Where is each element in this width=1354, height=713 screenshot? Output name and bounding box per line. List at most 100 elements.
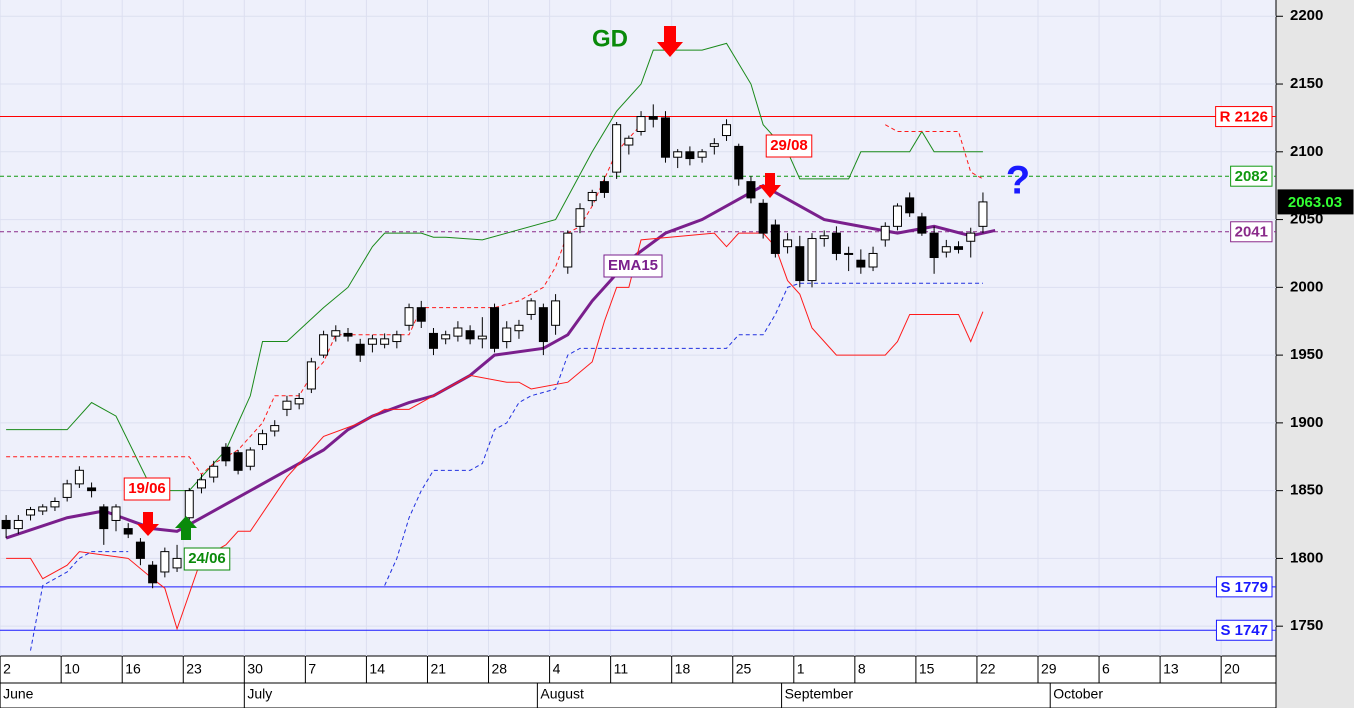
x-tick-label: 22 — [980, 661, 996, 677]
y-tick-label: 1750 — [1290, 617, 1323, 634]
candle-body — [221, 446, 231, 462]
last-price-box — [1277, 189, 1354, 215]
candle-body — [38, 506, 48, 512]
month-label: July — [247, 686, 272, 702]
x-tick-label: 6 — [1102, 661, 1110, 677]
last-price-label: 2063.03 — [1288, 194, 1342, 211]
sell-arrow — [137, 512, 159, 536]
candle-body — [13, 519, 23, 530]
candle-body — [599, 181, 609, 193]
level-label: S 1779 — [1220, 579, 1268, 596]
x-tick-label: 10 — [64, 661, 80, 677]
candle-body — [612, 124, 622, 173]
candle-body — [978, 201, 988, 227]
level-label-box — [1215, 619, 1273, 641]
candle-body — [587, 191, 597, 202]
candle-body — [319, 334, 329, 356]
annotation: ? — [1006, 159, 1030, 203]
candle-body — [1, 519, 11, 530]
candle-body — [770, 224, 780, 254]
level-label: 2082 — [1235, 168, 1268, 185]
annotation: 24/06 — [188, 550, 226, 567]
candle-body — [258, 433, 268, 446]
candle-body — [551, 300, 561, 326]
annotation: 29/08 — [770, 137, 808, 154]
y-tick-label: 2000 — [1290, 278, 1323, 295]
candle-body — [868, 252, 878, 268]
annotation: GD — [592, 25, 628, 52]
candle-body — [367, 338, 377, 345]
indicator-line — [6, 42, 983, 492]
candle-body — [746, 181, 756, 199]
candle-body — [856, 259, 866, 268]
candle-body — [526, 300, 536, 315]
candle-body — [722, 124, 732, 137]
x-tick-label: 13 — [1163, 661, 1179, 677]
candle-body — [734, 145, 744, 180]
candle-body — [99, 506, 109, 530]
candle-body — [50, 500, 60, 508]
x-tick-label: 25 — [736, 661, 752, 677]
x-tick-label: 1 — [797, 661, 805, 677]
x-tick-label: 15 — [919, 661, 935, 677]
candle-body — [148, 564, 158, 584]
annotation-box — [123, 477, 171, 501]
candle-body — [575, 208, 585, 227]
level-label-box — [1215, 576, 1273, 598]
candle-body — [355, 343, 365, 356]
candle-body — [709, 143, 719, 147]
candle-body — [465, 330, 475, 340]
y-tick-label: 2200 — [1290, 7, 1323, 24]
candle-body — [563, 232, 573, 268]
candle-body — [477, 335, 487, 340]
month-label: September — [785, 686, 854, 702]
plot-background — [0, 0, 1276, 656]
candle-body — [233, 452, 243, 471]
candle-body — [26, 509, 36, 516]
candle-body — [453, 327, 463, 337]
candle-body — [428, 332, 438, 349]
x-tick-label: 20 — [1224, 661, 1240, 677]
candle-body — [819, 235, 829, 240]
candle-body — [905, 197, 915, 214]
level-label-box — [1215, 106, 1273, 128]
x-tick-label: 21 — [430, 661, 446, 677]
month-label: August — [540, 686, 584, 702]
candle-body — [685, 151, 695, 160]
x-tick-label: 28 — [492, 661, 508, 677]
candle-body — [282, 400, 292, 410]
month-label: October — [1053, 686, 1103, 702]
x-tick-label: 7 — [308, 661, 316, 677]
x-tick-label: 8 — [858, 661, 866, 677]
candle-body — [502, 327, 512, 343]
date-axis-background — [0, 655, 1277, 709]
candle-body — [966, 232, 976, 242]
candle-body — [490, 307, 500, 349]
candle-body — [624, 137, 634, 146]
candle-body — [87, 487, 97, 492]
candle-body — [343, 332, 353, 337]
x-tick-label: 23 — [186, 661, 202, 677]
candle-body — [954, 246, 964, 250]
x-tick-label: 30 — [247, 661, 263, 677]
y-tick-label: 1950 — [1290, 346, 1323, 363]
candle-body — [245, 449, 255, 467]
level-label: R 2126 — [1220, 109, 1268, 126]
axis-background — [1276, 0, 1354, 708]
candle-body — [404, 307, 414, 326]
candle-body — [380, 338, 390, 345]
annotation-box — [183, 547, 231, 571]
candle-body — [660, 117, 670, 158]
x-tick-label: 14 — [369, 661, 385, 677]
x-tick-label: 16 — [125, 661, 141, 677]
candle-body — [74, 469, 84, 485]
candle-body — [807, 238, 817, 282]
candle-body — [331, 330, 341, 337]
candle-body — [416, 307, 426, 322]
level-label-box — [1230, 165, 1273, 187]
level-label: 2041 — [1235, 224, 1268, 241]
x-tick-label: 18 — [675, 661, 691, 677]
candle-body — [62, 483, 72, 498]
annotation: 19/06 — [128, 480, 166, 497]
